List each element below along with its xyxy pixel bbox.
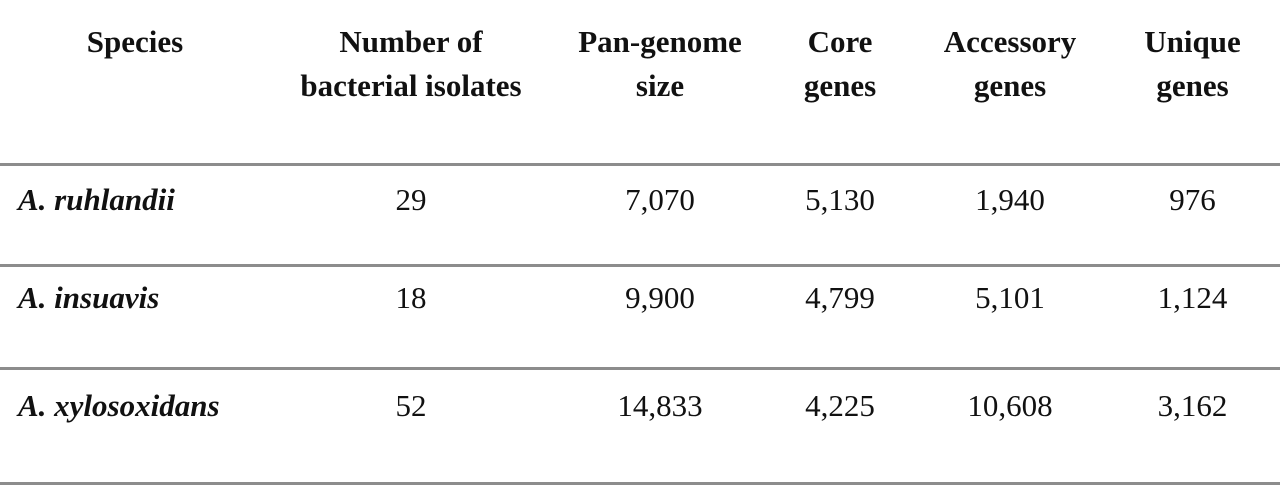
pan-genome-cell: 9,900 [625,280,695,315]
table-divider [0,163,1280,166]
header-accessory-genes-line2: genes [973,68,1047,103]
isolates-cell: 18 [395,280,427,315]
pan-genome-cell: 14,833 [617,388,703,423]
accessory-genes-cell: 1,940 [975,182,1045,217]
species-cell: A. xylosoxidans [18,388,220,423]
core-genes-cell: 4,225 [805,388,875,423]
header-species: Species [50,20,220,64]
isolates-cell: 52 [395,388,427,423]
accessory-genes-cell: 5,101 [975,280,1045,315]
table-divider [0,264,1280,267]
unique-genes-cell: 976 [1169,182,1216,217]
header-accessory-genes: Accessory genes [915,20,1105,108]
header-pan-genome-size: Pan-genome size [555,20,765,108]
isolates-cell: 29 [395,182,427,217]
pan-genome-cell: 7,070 [625,182,695,217]
unique-genes-cell: 1,124 [1157,280,1228,315]
core-genes-cell: 4,799 [805,280,875,315]
core-genes-cell: 5,130 [805,182,875,217]
header-unique-genes-line1: Unique [1144,24,1241,59]
unique-genes-cell: 3,162 [1157,388,1228,423]
table-bottom-rule [0,482,1280,485]
header-core-genes-line2: genes [803,68,877,103]
table-divider [0,367,1280,370]
header-species-text: Species [86,24,184,59]
header-number-of-isolates-line2: bacterial isolates [300,68,522,103]
header-pan-genome-size-line2: size [635,68,685,103]
species-cell: A. ruhlandii [18,182,175,217]
species-cell: A. insuavis [18,280,160,315]
header-core-genes-line1: Core [807,24,873,59]
header-unique-genes: Unique genes [1115,20,1270,108]
header-core-genes: Core genes [780,20,900,108]
header-unique-genes-line2: genes [1156,68,1229,103]
header-number-of-isolates-line1: Number of [339,24,483,59]
header-number-of-isolates: Number of bacterial isolates [280,20,542,108]
header-accessory-genes-line1: Accessory [943,24,1077,59]
accessory-genes-cell: 10,608 [967,388,1053,423]
header-pan-genome-size-line1: Pan-genome [578,24,742,59]
